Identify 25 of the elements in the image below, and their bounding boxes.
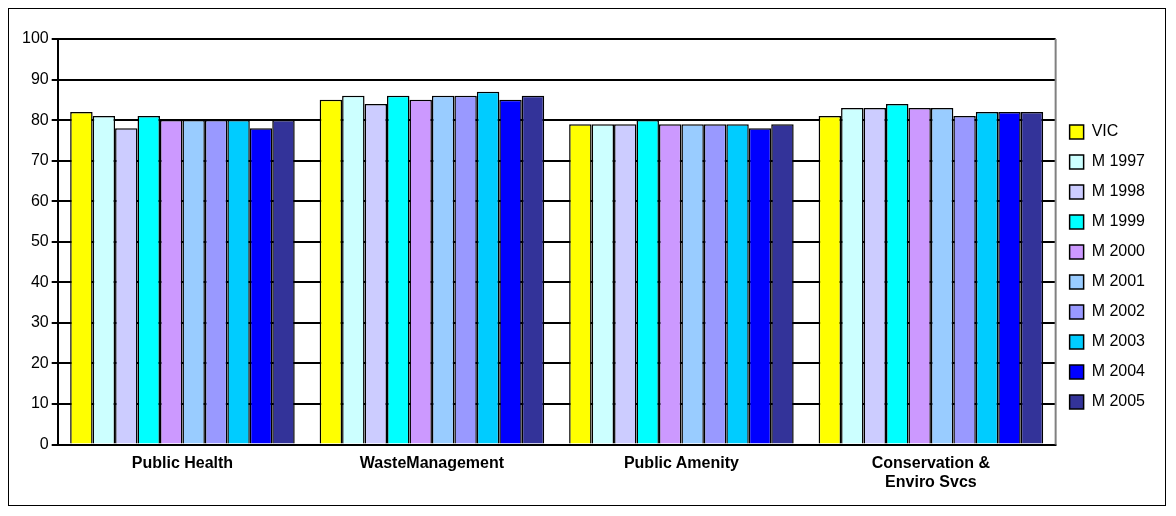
y-tick-label: 90 — [30, 69, 49, 87]
x-tick-label: Conservation & Enviro Svcs — [871, 453, 991, 490]
legend-label: M 2001 — [1091, 272, 1146, 290]
y-tick-label: 40 — [30, 272, 49, 290]
legend-label: M 2004 — [1091, 362, 1146, 380]
y-tick-label: 0 — [39, 435, 49, 453]
y-tick-label: 20 — [30, 353, 49, 371]
y-tick-label: 30 — [30, 313, 49, 331]
legend-label: M 2003 — [1091, 332, 1146, 350]
x-tick-label: Public Amenity — [623, 453, 739, 471]
legend-label: M 2002 — [1091, 302, 1146, 320]
legend-label: VIC — [1091, 122, 1119, 140]
x-tick-label: WasteManagement — [359, 453, 505, 471]
legend-label: M 1997 — [1091, 152, 1146, 170]
x-tick-label: Public Health — [131, 453, 234, 471]
y-tick-label: 80 — [30, 110, 49, 128]
y-tick-label: 100 — [21, 29, 49, 47]
y-tick-label: 10 — [30, 394, 49, 412]
legend-label: M 1999 — [1091, 212, 1146, 230]
y-tick-label: 50 — [30, 232, 49, 250]
legend-label: M 1998 — [1091, 182, 1146, 200]
legend-label: M 2005 — [1091, 392, 1146, 410]
y-tick-label: 70 — [30, 151, 49, 169]
y-tick-label: 60 — [30, 191, 49, 209]
legend-label: M 2000 — [1091, 242, 1146, 260]
